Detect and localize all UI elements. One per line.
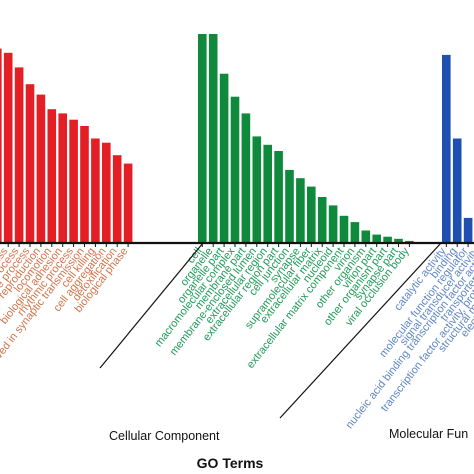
bar-virion <box>350 222 360 243</box>
bar-membrane-part <box>241 113 251 244</box>
bar-cell-junction <box>285 169 294 243</box>
bar-binding <box>452 138 462 243</box>
bar-reproductive-process <box>25 84 35 243</box>
x-axis-title: GO Terms <box>197 455 264 471</box>
bar-extracellular-matrix <box>317 197 327 243</box>
bars-layer <box>0 34 473 244</box>
bar-biological-phase <box>123 163 133 243</box>
group-divider-left <box>99 242 204 369</box>
bar-membrane-enclosed-lumen <box>252 136 262 243</box>
bar-nucleoid <box>328 205 338 243</box>
bar-virion-part <box>372 234 381 243</box>
bar-synapse <box>296 178 305 243</box>
bar-synapse-part <box>394 238 403 243</box>
bar-extracellular-region-part <box>274 151 283 243</box>
bar-extracellular-matrix-component <box>339 215 349 243</box>
bar-multi-organism-process-involved-in-synaptic-transmission <box>80 126 89 243</box>
bar-supramolecular-fiber <box>307 186 316 243</box>
group-dividers <box>99 242 442 419</box>
bar-cell-killing <box>91 138 100 243</box>
bar-other-organism <box>361 230 371 243</box>
bar-rhythmic-process <box>69 119 78 243</box>
bar-cell-aggregation <box>102 142 111 243</box>
bar-detoxification <box>112 155 122 243</box>
bar-other-organism-part <box>383 236 392 243</box>
bar-molecular-function-regulator <box>463 217 473 243</box>
bar-locomotion <box>47 109 57 243</box>
bar-reproduction <box>36 94 46 243</box>
bar-developmental-process <box>14 67 24 244</box>
group-label-cellular-component: Cellular Component <box>109 429 220 443</box>
group-divider-right <box>279 242 442 419</box>
bar-extracellular-region <box>263 144 272 243</box>
bar-organelle <box>208 34 218 243</box>
group-label-molecular-function: Molecular Fun <box>389 427 468 441</box>
bar-biological-adhesion <box>58 113 67 244</box>
bar-macromolecular-complex <box>230 96 240 243</box>
bar-multicellular-organismal-process <box>3 52 13 243</box>
tick-marks-layer <box>7 243 469 247</box>
bar-system-process <box>0 48 2 243</box>
bar-organelle-part <box>219 73 229 243</box>
bar-catalytic-activity <box>442 54 451 244</box>
bar-cell <box>198 34 207 243</box>
